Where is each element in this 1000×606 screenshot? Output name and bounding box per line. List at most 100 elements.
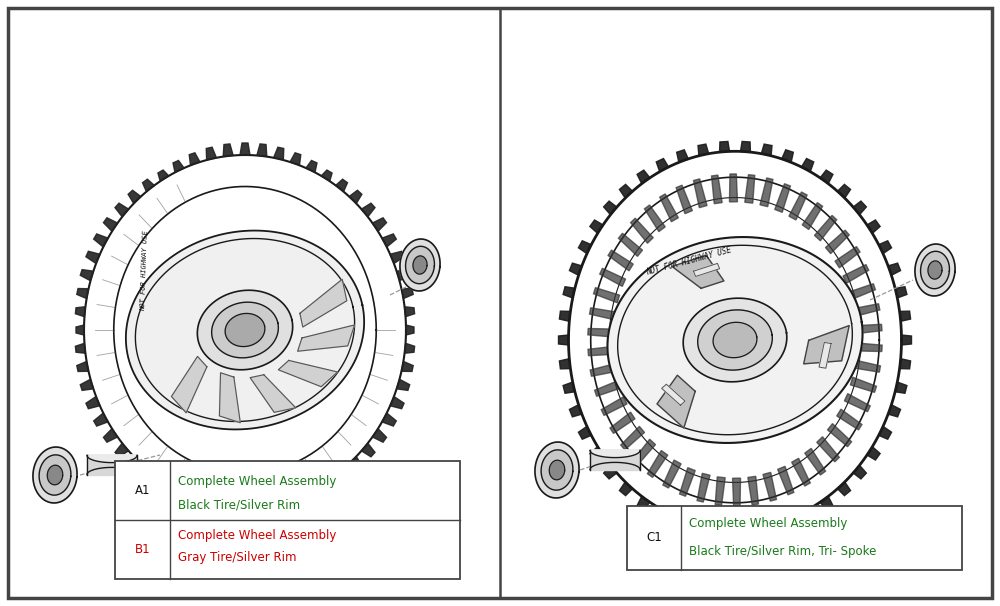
Polygon shape — [761, 524, 772, 536]
Polygon shape — [607, 237, 863, 443]
Polygon shape — [878, 241, 892, 253]
Polygon shape — [698, 144, 709, 156]
Polygon shape — [563, 287, 575, 298]
Polygon shape — [80, 270, 93, 281]
Text: Black Tire/Silver Rim: Black Tire/Silver Rim — [178, 499, 300, 512]
Polygon shape — [588, 347, 614, 356]
Polygon shape — [406, 325, 414, 335]
Polygon shape — [361, 203, 375, 216]
Polygon shape — [854, 360, 880, 372]
Polygon shape — [656, 159, 669, 171]
Polygon shape — [680, 468, 695, 496]
Polygon shape — [698, 524, 709, 536]
Polygon shape — [733, 478, 741, 506]
FancyBboxPatch shape — [627, 506, 962, 570]
Polygon shape — [569, 152, 902, 528]
Polygon shape — [158, 170, 169, 181]
Polygon shape — [712, 175, 722, 204]
Polygon shape — [895, 287, 907, 298]
Polygon shape — [558, 335, 568, 345]
Polygon shape — [559, 311, 570, 321]
Polygon shape — [801, 159, 814, 171]
Polygon shape — [594, 288, 620, 303]
Polygon shape — [336, 179, 347, 191]
Polygon shape — [406, 246, 434, 284]
Polygon shape — [541, 450, 573, 490]
Polygon shape — [915, 244, 955, 296]
Polygon shape — [782, 150, 793, 162]
Polygon shape — [223, 144, 233, 156]
Polygon shape — [590, 447, 603, 460]
Polygon shape — [578, 427, 592, 439]
Polygon shape — [250, 375, 296, 412]
Polygon shape — [853, 465, 866, 479]
Polygon shape — [837, 409, 862, 430]
Polygon shape — [401, 288, 413, 299]
Polygon shape — [212, 302, 278, 358]
Polygon shape — [610, 412, 635, 433]
Polygon shape — [921, 251, 949, 288]
Polygon shape — [792, 458, 810, 486]
Polygon shape — [569, 263, 582, 275]
Polygon shape — [75, 344, 85, 353]
Polygon shape — [657, 375, 695, 428]
Polygon shape — [189, 153, 200, 165]
Polygon shape — [720, 528, 730, 539]
Polygon shape — [321, 479, 332, 490]
Polygon shape — [405, 344, 415, 353]
Polygon shape — [867, 220, 880, 233]
Text: NOT FOR HIGHWAY USE: NOT FOR HIGHWAY USE — [140, 230, 149, 311]
Polygon shape — [372, 429, 387, 442]
Polygon shape — [729, 174, 737, 202]
Polygon shape — [590, 308, 616, 320]
Polygon shape — [94, 234, 108, 247]
Polygon shape — [677, 150, 688, 162]
Polygon shape — [298, 325, 355, 351]
Polygon shape — [677, 518, 688, 530]
Text: B1: B1 — [135, 543, 150, 556]
Polygon shape — [837, 184, 851, 198]
Polygon shape — [569, 405, 582, 417]
Polygon shape — [763, 472, 776, 501]
Polygon shape — [843, 265, 869, 283]
Polygon shape — [713, 322, 757, 358]
Polygon shape — [900, 359, 911, 369]
Polygon shape — [820, 497, 833, 510]
Polygon shape — [143, 179, 154, 191]
Polygon shape — [274, 500, 284, 513]
Polygon shape — [158, 479, 169, 490]
Text: C1: C1 — [646, 531, 662, 544]
Polygon shape — [857, 343, 882, 351]
Polygon shape — [115, 203, 129, 216]
Polygon shape — [278, 361, 338, 387]
Polygon shape — [336, 468, 347, 481]
Polygon shape — [274, 147, 284, 160]
Polygon shape — [240, 143, 250, 155]
Polygon shape — [825, 230, 849, 254]
Polygon shape — [827, 424, 852, 447]
Polygon shape — [143, 468, 154, 481]
Polygon shape — [86, 251, 100, 264]
Polygon shape — [535, 442, 579, 498]
Polygon shape — [663, 460, 681, 488]
Polygon shape — [189, 495, 200, 507]
Polygon shape — [715, 477, 725, 505]
Polygon shape — [588, 328, 613, 337]
Polygon shape — [33, 447, 77, 503]
Polygon shape — [128, 190, 141, 203]
Polygon shape — [87, 455, 137, 474]
Polygon shape — [604, 465, 617, 479]
Polygon shape — [75, 307, 85, 317]
Polygon shape — [86, 396, 100, 408]
Polygon shape — [413, 256, 427, 274]
Polygon shape — [698, 310, 772, 370]
Polygon shape — [84, 155, 406, 505]
Polygon shape — [223, 504, 233, 516]
Polygon shape — [559, 359, 570, 369]
Polygon shape — [76, 325, 84, 335]
Polygon shape — [801, 508, 814, 522]
Polygon shape — [77, 362, 89, 371]
Polygon shape — [94, 413, 108, 426]
Polygon shape — [225, 313, 265, 347]
Text: Complete Wheel Assembly: Complete Wheel Assembly — [689, 518, 847, 530]
